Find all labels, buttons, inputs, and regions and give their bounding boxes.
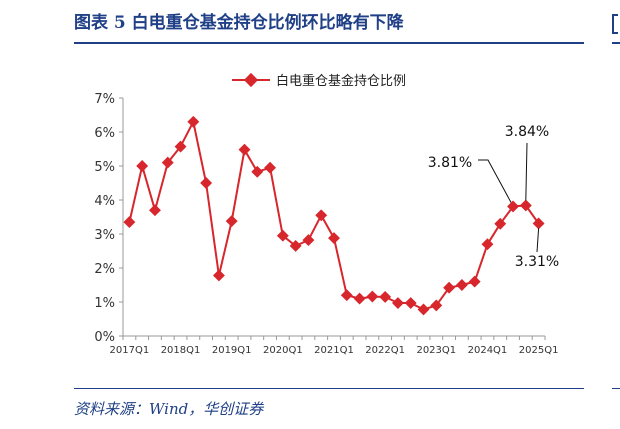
annotation-leader [525,142,528,201]
x-tick-label: 2023Q1 [416,345,456,356]
annotation-label: 3.84% [505,124,549,140]
x-tick-label: 2017Q1 [110,345,150,356]
data-point [507,200,519,213]
data-point [468,275,481,288]
data-point [366,290,379,303]
x-axis: 2017Q1 2018Q1 2019Q1 2020Q1 2021Q1 2022Q1 2023… [110,335,559,356]
data-point [264,161,277,174]
x-tick-label: 2018Q1 [161,345,201,356]
data-point [417,303,430,316]
data-point [455,279,468,291]
plot-area [123,115,545,316]
data-point [238,143,251,156]
y-tick-label: 1% [94,296,115,311]
x-tick-label: 2020Q1 [263,345,303,356]
data-point [328,232,340,245]
x-tick-label: 2025Q1 [519,345,559,356]
edge-divider [612,42,620,44]
x-tick-label: 2021Q1 [314,345,354,356]
data-point [404,297,417,309]
legend-marker [243,72,259,88]
data-point [212,269,225,282]
x-tick-label: 2022Q1 [365,345,405,356]
data-point [136,160,149,172]
data-point [481,238,494,251]
source-note: 资料来源：Wind，华创证券 [74,400,264,418]
legend-label: 白电重仓基金持仓比例 [276,73,406,89]
data-point [302,234,315,247]
data-point [315,209,328,222]
figure-title: 图表 5 白电重仓基金持仓比例环比略有下降 [74,13,404,33]
x-tick-label: 2024Q1 [468,345,508,356]
annotation-leader [536,228,540,253]
y-tick-label: 5% [94,160,115,175]
footer-edge-divider [612,388,620,389]
legend: 白电重仓基金持仓比例 [232,72,406,89]
data-point [123,216,136,229]
y-tick-label: 7% [94,92,115,107]
data-point [353,292,366,305]
edge-bracket [612,14,618,34]
data-point [174,140,187,153]
y-tick-label: 0% [94,330,115,345]
annotation-label: 3.81% [428,155,472,171]
annotation-label: 3.31% [515,254,559,270]
y-axis: 0% 1% 2% 3% 4% 5% 6% 7% [94,92,124,345]
y-tick-label: 3% [94,228,115,243]
data-point [430,299,443,312]
annotation-leader [478,159,512,203]
data-point [443,281,456,294]
y-tick-label: 2% [94,262,115,277]
data-point [200,177,213,189]
x-tick-label: 2019Q1 [212,345,252,356]
data-point [149,204,161,217]
footer-divider [74,388,584,389]
data-point [391,297,404,309]
y-tick-label: 4% [94,194,115,209]
data-point [225,215,238,228]
title-divider [74,42,584,44]
data-point [187,115,200,128]
annotations: 3.81% 3.84% 3.31% [428,124,559,270]
data-point [340,289,353,302]
y-tick-label: 6% [94,126,115,141]
data-point [519,199,532,212]
data-point [251,165,264,178]
data-point [379,290,392,303]
